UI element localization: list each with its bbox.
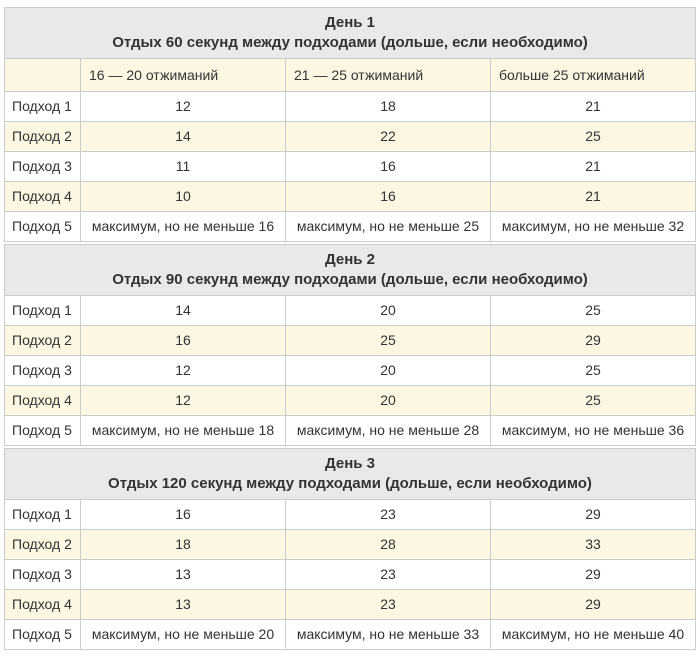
day1-subtitle: Отдых 60 секунд между подходами (дольше,… [112, 34, 588, 51]
day2-subtitle: Отдых 90 секунд между подходами (дольше,… [112, 271, 588, 288]
table-row: Подход 4 12 20 25 [4, 385, 696, 416]
table-row: Подход 3 13 23 29 [4, 559, 696, 590]
day3-title-row: День 3 Отдых 120 секунд между подходами … [4, 448, 696, 500]
table-row: Подход 2 18 28 33 [4, 529, 696, 560]
value-cell: 25 [285, 325, 491, 356]
value-cell: 18 [80, 529, 286, 560]
set-label: Подход 5 [4, 211, 81, 242]
day3-table: День 3 Отдых 120 секунд между подходами … [4, 448, 696, 650]
set-label: Подход 4 [4, 385, 81, 416]
value-cell: 11 [80, 151, 286, 182]
value-cell: 20 [285, 385, 491, 416]
set-label: Подход 1 [4, 499, 81, 530]
table-row: Подход 3 12 20 25 [4, 355, 696, 386]
table-row: Подход 5 максимум, но не меньше 16 макси… [4, 211, 696, 242]
set-label: Подход 1 [4, 91, 81, 122]
value-cell: 20 [285, 295, 491, 326]
value-cell: максимум, но не меньше 16 [80, 211, 286, 242]
set-label: Подход 1 [4, 295, 81, 326]
day3-title: День 3 [324, 455, 375, 472]
value-cell: максимум, но не меньше 33 [285, 619, 491, 650]
table-row: Подход 1 16 23 29 [4, 499, 696, 530]
day2-title: День 2 [324, 251, 375, 268]
set-label: Подход 2 [4, 121, 81, 152]
value-cell: 12 [80, 91, 286, 122]
value-cell: 23 [285, 559, 491, 590]
set-label: Подход 4 [4, 589, 81, 620]
set-label: Подход 3 [4, 559, 81, 590]
table-row: Подход 2 16 25 29 [4, 325, 696, 356]
day2-table: День 2 Отдых 90 секунд между подходами (… [4, 244, 696, 446]
value-cell: 25 [490, 385, 696, 416]
set-label: Подход 3 [4, 355, 81, 386]
day1-title-row: День 1 Отдых 60 секунд между подходами (… [4, 7, 696, 59]
value-cell: 18 [285, 91, 491, 122]
set-label: Подход 5 [4, 619, 81, 650]
value-cell: 14 [80, 121, 286, 152]
value-cell: 28 [285, 529, 491, 560]
set-label: Подход 2 [4, 529, 81, 560]
value-cell: 23 [285, 499, 491, 530]
value-cell: 16 [285, 181, 491, 212]
value-cell: 21 [490, 181, 696, 212]
value-cell: 13 [80, 559, 286, 590]
value-cell: 25 [490, 355, 696, 386]
day2-title-cell: День 2 Отдых 90 секунд между подходами (… [4, 244, 696, 296]
set-label: Подход 3 [4, 151, 81, 182]
value-cell: 22 [285, 121, 491, 152]
table-row: Подход 4 10 16 21 [4, 181, 696, 212]
day3-subtitle: Отдых 120 секунд между подходами (дольше… [108, 475, 592, 492]
day1-title-cell: День 1 Отдых 60 секунд между подходами (… [4, 7, 696, 59]
column-header-row: 16 — 20 отжиманий 21 — 25 отжиманий боль… [4, 58, 696, 92]
column-header-empty [4, 58, 81, 92]
value-cell: максимум, но не меньше 20 [80, 619, 286, 650]
value-cell: 13 [80, 589, 286, 620]
table-row: Подход 5 максимум, но не меньше 18 макси… [4, 415, 696, 446]
value-cell: максимум, но не меньше 32 [490, 211, 696, 242]
value-cell: 25 [490, 295, 696, 326]
value-cell: максимум, но не меньше 36 [490, 415, 696, 446]
column-header-21-25: 21 — 25 отжиманий [285, 58, 491, 92]
table-row: Подход 1 14 20 25 [4, 295, 696, 326]
value-cell: 23 [285, 589, 491, 620]
table-row: Подход 2 14 22 25 [4, 121, 696, 152]
day1-table: День 1 Отдых 60 секунд между подходами (… [4, 7, 696, 242]
value-cell: 21 [490, 91, 696, 122]
value-cell: максимум, но не меньше 25 [285, 211, 491, 242]
table-row: Подход 1 12 18 21 [4, 91, 696, 122]
value-cell: 20 [285, 355, 491, 386]
value-cell: максимум, но не меньше 28 [285, 415, 491, 446]
value-cell: 25 [490, 121, 696, 152]
table-row: Подход 3 11 16 21 [4, 151, 696, 182]
value-cell: максимум, но не меньше 18 [80, 415, 286, 446]
value-cell: 29 [490, 589, 696, 620]
column-header-16-20: 16 — 20 отжиманий [80, 58, 286, 92]
value-cell: 14 [80, 295, 286, 326]
value-cell: 29 [490, 499, 696, 530]
value-cell: 21 [490, 151, 696, 182]
set-label: Подход 4 [4, 181, 81, 212]
set-label: Подход 2 [4, 325, 81, 356]
day2-title-row: День 2 Отдых 90 секунд между подходами (… [4, 244, 696, 296]
column-header-over-25: больше 25 отжиманий [490, 58, 696, 92]
value-cell: максимум, но не меньше 40 [490, 619, 696, 650]
value-cell: 12 [80, 385, 286, 416]
value-cell: 16 [80, 325, 286, 356]
value-cell: 10 [80, 181, 286, 212]
table-row: Подход 4 13 23 29 [4, 589, 696, 620]
value-cell: 16 [285, 151, 491, 182]
value-cell: 29 [490, 559, 696, 590]
value-cell: 12 [80, 355, 286, 386]
table-row: Подход 5 максимум, но не меньше 20 макси… [4, 619, 696, 650]
day3-title-cell: День 3 Отдых 120 секунд между подходами … [4, 448, 696, 500]
value-cell: 29 [490, 325, 696, 356]
value-cell: 33 [490, 529, 696, 560]
value-cell: 16 [80, 499, 286, 530]
set-label: Подход 5 [4, 415, 81, 446]
day1-title: День 1 [324, 14, 375, 31]
